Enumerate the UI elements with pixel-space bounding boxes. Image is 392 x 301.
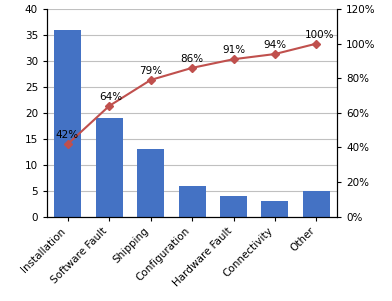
Text: 79%: 79% <box>139 66 162 76</box>
Bar <box>261 201 289 217</box>
Bar <box>220 196 247 217</box>
Bar <box>54 30 81 217</box>
Text: 94%: 94% <box>263 40 287 50</box>
Text: 42%: 42% <box>55 130 78 140</box>
Bar <box>303 191 330 217</box>
Text: 86%: 86% <box>180 54 203 64</box>
Text: 64%: 64% <box>99 92 122 102</box>
Bar <box>179 185 205 217</box>
Text: 91%: 91% <box>222 45 245 55</box>
Text: 100%: 100% <box>305 29 334 40</box>
Bar <box>96 118 123 217</box>
Bar <box>137 149 164 217</box>
